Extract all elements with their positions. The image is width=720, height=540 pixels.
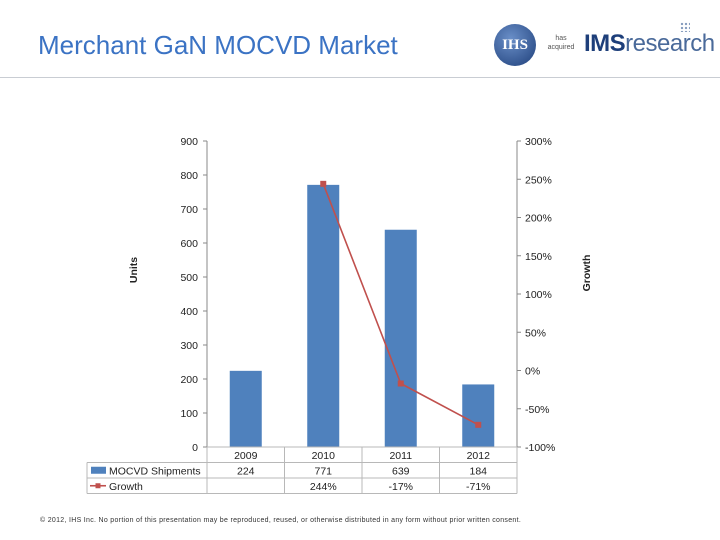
ims-logo-bold: IMS	[584, 30, 626, 57]
copyright-notice: © 2012, IHS Inc. No portion of this pres…	[40, 517, 522, 524]
legend-key-shipments	[91, 466, 106, 474]
slide-title: Merchant GaN MOCVD Market	[38, 30, 398, 60]
legend-key-growth-marker	[95, 483, 101, 489]
x-category-label: 2009	[234, 450, 258, 462]
table-value: -17%	[388, 481, 413, 493]
y2-tick-label: 300%	[525, 136, 552, 148]
bar-2009	[229, 370, 262, 447]
x-category-label: 2012	[467, 450, 491, 462]
bar-2010	[307, 184, 340, 448]
table-value: -71%	[466, 481, 491, 493]
bar-2012	[462, 384, 495, 447]
has-text: has	[555, 35, 567, 42]
y-tick-label: 700	[180, 204, 198, 216]
y-tick-label: 300	[180, 340, 198, 352]
logo-area: IHS has acquired IMSresearch	[494, 22, 715, 70]
table-value: 639	[392, 465, 410, 477]
y-tick-label: 100	[180, 408, 198, 420]
y-tick-label: 800	[180, 170, 198, 182]
has-acquired-text: has acquired	[541, 34, 581, 52]
table-value: 244%	[310, 481, 337, 493]
y2-tick-label: 200%	[525, 213, 552, 225]
legend-label: Growth	[109, 481, 143, 493]
ihs-logo-text: IHS	[502, 36, 528, 53]
bar-2011	[384, 229, 417, 447]
y2-axis-title: Growth	[581, 255, 593, 292]
y2-tick-label: 100%	[525, 289, 552, 301]
x-category-label: 2011	[389, 450, 412, 462]
acquired-text: acquired	[547, 44, 575, 51]
y2-tick-label: 50%	[525, 327, 546, 339]
y-tick-label: 900	[180, 136, 198, 148]
y-tick-label: 500	[180, 272, 198, 284]
y-tick-label: 200	[180, 374, 198, 386]
ims-logo-rest: research	[625, 30, 715, 57]
growth-point-2011	[397, 380, 404, 387]
table-value: 224	[237, 465, 255, 477]
y2-tick-label: -50%	[525, 404, 550, 416]
y2-tick-label: 150%	[525, 251, 552, 263]
y-axis-title: Units	[128, 257, 140, 283]
legend-label: MOCVD Shipments	[109, 465, 201, 477]
title-divider	[0, 77, 720, 78]
table-value: 184	[469, 465, 487, 477]
x-category-label: 2010	[312, 450, 336, 462]
y2-tick-label: -100%	[525, 442, 555, 454]
ihs-logo-icon: IHS	[494, 24, 536, 66]
table-value: 771	[314, 465, 332, 477]
y2-tick-label: 250%	[525, 174, 552, 186]
ims-research-logo: IMSresearch	[584, 30, 715, 58]
y-tick-label: 400	[180, 306, 198, 318]
growth-point-2010	[320, 180, 327, 187]
y-tick-label: 0	[192, 442, 198, 454]
ims-dots-icon	[680, 22, 690, 32]
y2-tick-label: 0%	[525, 366, 540, 378]
y-tick-label: 600	[180, 238, 198, 250]
growth-point-2012	[475, 421, 482, 428]
